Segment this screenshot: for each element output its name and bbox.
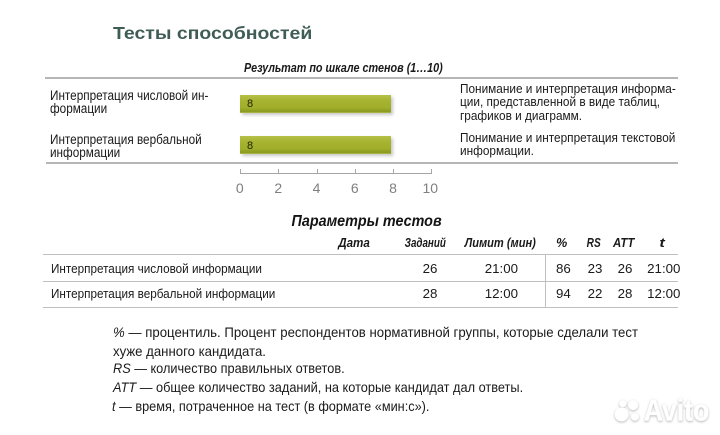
svg-text:Avito: Avito [644,394,710,428]
